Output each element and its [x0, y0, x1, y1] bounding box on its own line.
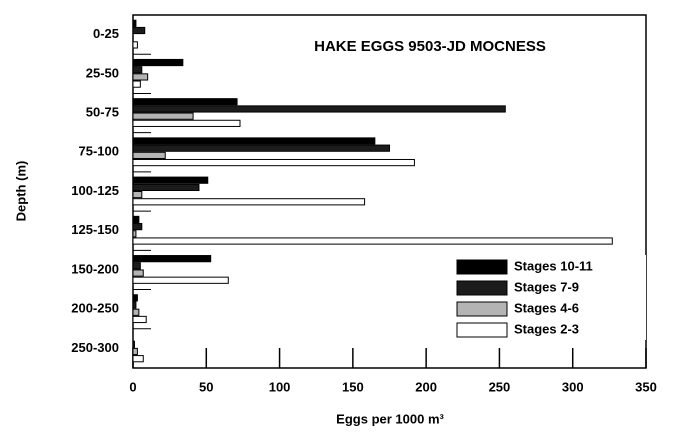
legend-swatch [456, 280, 508, 296]
bar [132, 176, 209, 184]
bar [132, 66, 143, 74]
x-tick-label: 200 [415, 379, 437, 394]
x-tick-label: 350 [635, 379, 657, 394]
bar [132, 191, 143, 199]
y-tick-label: 100-125 [71, 183, 119, 198]
bar [132, 183, 200, 192]
bar [132, 26, 146, 35]
legend-label: Stages 2-3 [514, 321, 579, 336]
chart-title: HAKE EGGS 9503-JD MOCNESS [314, 38, 546, 55]
y-axis-label: Depth (m) [13, 161, 28, 222]
bar [132, 151, 166, 159]
y-tick-label: 125-150 [71, 222, 119, 237]
legend-label: Stages 7-9 [514, 279, 579, 294]
legend-swatch [456, 322, 508, 338]
y-tick-label: 0-25 [93, 26, 119, 41]
bar [132, 301, 137, 309]
x-tick-label: 250 [489, 379, 511, 394]
bar [132, 119, 241, 127]
bar [132, 80, 141, 88]
legend-swatch [456, 259, 508, 275]
bar [132, 73, 149, 81]
bar [132, 144, 390, 152]
y-tick-label: 50-75 [86, 104, 119, 119]
x-tick-label: 300 [562, 379, 584, 394]
bar [132, 198, 366, 206]
bar [132, 58, 184, 67]
legend-label: Stages 4-6 [514, 300, 579, 315]
bar [132, 98, 238, 106]
bar [132, 137, 376, 145]
bar [132, 215, 140, 224]
legend-label: Stages 10-11 [514, 258, 593, 273]
bar [132, 276, 229, 284]
bar [132, 315, 147, 324]
bar [132, 112, 194, 120]
bar [132, 269, 144, 277]
x-tick-label: 0 [129, 379, 136, 394]
legend-swatch [456, 301, 508, 317]
x-tick-label: 100 [269, 379, 291, 394]
bar [132, 237, 613, 245]
bar [132, 255, 212, 263]
bar [132, 294, 138, 302]
bar [132, 347, 138, 356]
y-tick-label: 25-50 [86, 65, 119, 80]
bar [132, 308, 140, 316]
bar [132, 41, 138, 49]
x-tick-label: 50 [199, 379, 213, 394]
bar [132, 355, 144, 363]
y-tick-label: 200-250 [71, 301, 119, 316]
bar [132, 230, 137, 238]
bar [132, 223, 143, 231]
x-axis-label: Eggs per 1000 m³ [336, 411, 444, 426]
bar [132, 262, 141, 270]
y-tick-label: 150-200 [71, 261, 119, 276]
bar [132, 19, 137, 27]
y-tick-label: 75-100 [79, 144, 119, 159]
y-tick-label: 250-300 [71, 340, 119, 355]
bar [132, 158, 415, 167]
bar [132, 340, 135, 348]
bar [132, 105, 506, 113]
x-tick-label: 150 [342, 379, 364, 394]
